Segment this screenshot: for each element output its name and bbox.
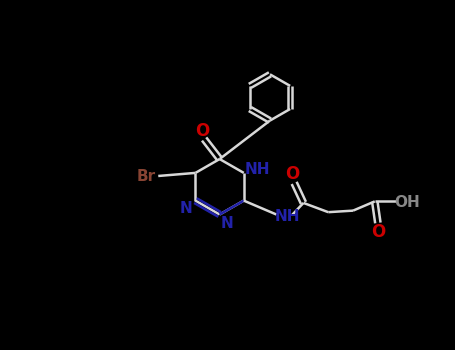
Text: N: N [221, 216, 234, 231]
Text: NH: NH [245, 162, 270, 177]
Text: N: N [180, 201, 192, 216]
Text: NH: NH [274, 209, 300, 224]
Text: Br: Br [137, 169, 156, 184]
Text: O: O [196, 121, 210, 140]
Text: O: O [285, 166, 300, 183]
Text: OH: OH [394, 195, 420, 210]
Text: O: O [371, 223, 385, 241]
